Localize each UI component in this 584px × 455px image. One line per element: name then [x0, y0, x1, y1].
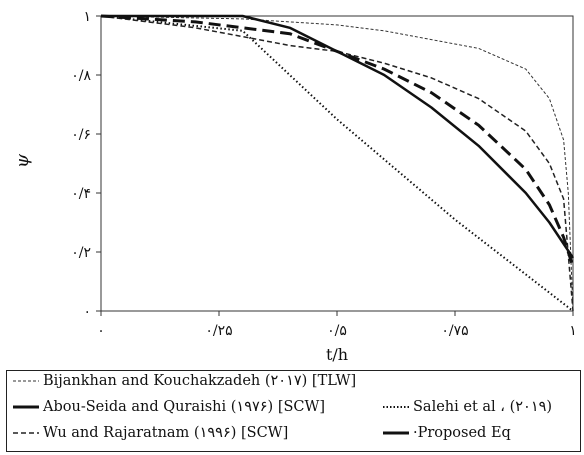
- chart: ۰ ۰/۲۵ ۰/۵ ۰/۷۵ ۱ ۰ ۰/۲ ۰/۴ ۰/۶ ۰/۸ ۱ t/h ψ: [12, 9, 577, 364]
- plot-frame: [100, 15, 574, 312]
- legend-swatch-wu: [13, 432, 39, 434]
- legend-item-wu: Wu and Rajaratnam (۱۹۹۶) [SCW]: [13, 425, 288, 441]
- legend-item-bijankhan: Bijankhan and Kouchakzadeh (۲۰۱۷) [TLW]: [13, 373, 356, 389]
- x-axis-title: t/h: [326, 345, 348, 364]
- legend-swatch-abou-seida: [13, 405, 39, 409]
- legend-item-salehi: Salehi et al ، (۲۰۱۹): [383, 399, 552, 415]
- series-layer: [100, 14, 575, 312]
- plot-area-border: [100, 15, 574, 312]
- x-tick-label: ۰/۷۵: [441, 323, 468, 339]
- x-tick-label: ۰/۵: [327, 323, 347, 339]
- y-tick-label: ۱: [83, 9, 91, 25]
- y-tick-label: ۰/۶: [71, 127, 91, 143]
- series-line-proposed: [100, 14, 575, 268]
- y-tick-label: ۰: [83, 304, 91, 320]
- legend-item-proposed: ·Proposed Eq: [383, 425, 511, 441]
- y-axis-title: ψ: [12, 153, 33, 168]
- legend-label-abou-seida: Abou-Seida and Quraishi (۱۹۷۶) [SCW]: [43, 399, 326, 415]
- legend-swatch-proposed: [383, 431, 409, 435]
- legend-label-proposed: ·Proposed Eq: [413, 425, 511, 441]
- legend-label-salehi: Salehi et al ، (۲۰۱۹): [413, 399, 553, 415]
- legend-item-abou-seida: Abou-Seida and Quraishi (۱۹۷۶) [SCW]: [13, 399, 325, 415]
- series-line-wu: [100, 15, 574, 312]
- legend-swatch-salehi: [383, 406, 409, 408]
- legend-swatch-bijankhan: [13, 380, 39, 382]
- tick-layer: ۰ ۰/۲۵ ۰/۵ ۰/۷۵ ۱ ۰ ۰/۲ ۰/۴ ۰/۶ ۰/۸ ۱: [71, 9, 577, 339]
- x-tick-label: ۰/۲۵: [205, 323, 232, 339]
- series-line-bijankhan: [100, 15, 574, 312]
- x-tick-label: ۰: [97, 323, 105, 339]
- legend: Bijankhan and Kouchakzadeh (۲۰۱۷) [TLW] …: [6, 370, 581, 452]
- series-line-salehi: [100, 15, 574, 312]
- legend-label-bijankhan: Bijankhan and Kouchakzadeh (۲۰۱۷) [TLW]: [43, 373, 357, 389]
- x-tick-label: ۱: [569, 323, 577, 339]
- y-tick-label: ۰/۴: [71, 186, 91, 202]
- legend-label-wu: Wu and Rajaratnam (۱۹۹۶) [SCW]: [43, 425, 289, 441]
- y-tick-label: ۰/۸: [71, 68, 91, 84]
- y-tick-label: ۰/۲: [71, 245, 91, 261]
- series-line-abou-seida: [101, 14, 575, 259]
